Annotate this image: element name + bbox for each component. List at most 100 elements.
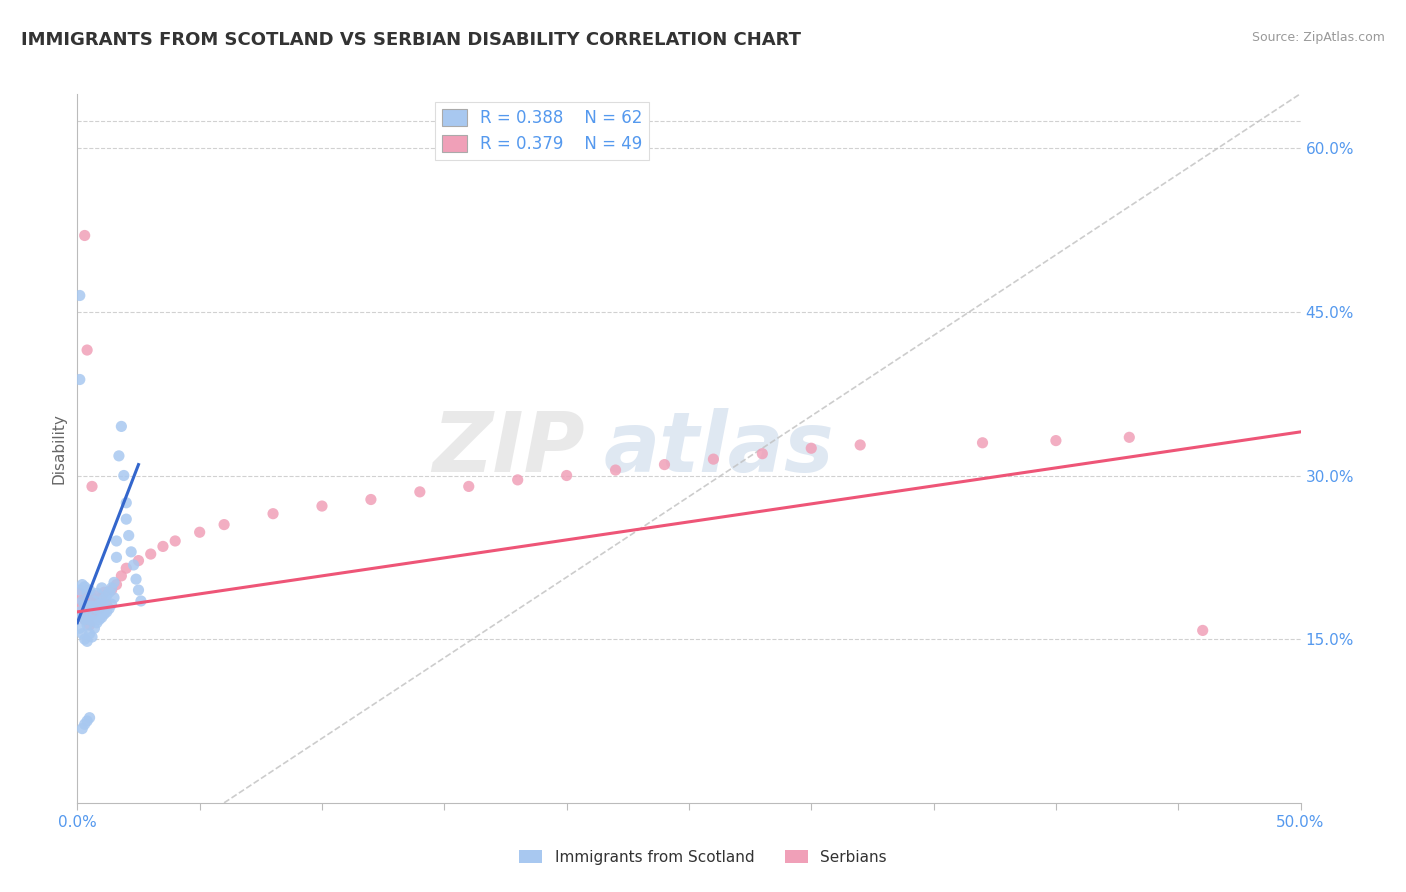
Point [110, 419, 132, 434]
Point [100, 581, 122, 595]
Point [103, 591, 125, 605]
Point [89, 597, 111, 611]
Point [76, 586, 98, 600]
Point [76, 714, 98, 728]
Point [605, 463, 627, 477]
Point [73, 228, 96, 243]
Point [70, 722, 93, 736]
Point [98, 585, 121, 599]
Point [79, 711, 101, 725]
Point [105, 577, 128, 591]
Point [73, 580, 96, 594]
Text: Source: ZipAtlas.com: Source: ZipAtlas.com [1251, 31, 1385, 45]
Point [409, 484, 432, 499]
Point [849, 438, 872, 452]
Point [79, 618, 101, 632]
Point [90, 596, 112, 610]
Point [96, 597, 118, 611]
Point [70, 577, 93, 591]
Point [105, 550, 128, 565]
Point [90, 581, 112, 595]
Point [120, 545, 142, 559]
Point [129, 594, 152, 608]
Point [69, 605, 91, 619]
Point [115, 512, 138, 526]
Point [73, 632, 96, 647]
Point [69, 288, 91, 302]
Point [1045, 434, 1067, 448]
Point [90, 610, 112, 624]
Point [188, 525, 211, 540]
Point [80, 599, 103, 614]
Point [122, 558, 145, 572]
Point [69, 621, 91, 635]
Point [115, 496, 138, 510]
Point [555, 468, 578, 483]
Point [115, 561, 138, 575]
Point [118, 528, 141, 542]
Point [212, 517, 235, 532]
Point [127, 553, 149, 567]
Point [83, 605, 105, 619]
Legend: R = 0.388    N = 62, R = 0.379    N = 49: R = 0.388 N = 62, R = 0.379 N = 49 [434, 102, 650, 160]
Point [80, 614, 103, 628]
Text: ZIP: ZIP [432, 408, 585, 489]
Point [1118, 430, 1140, 444]
Point [70, 594, 93, 608]
Text: atlas: atlas [603, 408, 834, 489]
Point [103, 575, 125, 590]
Point [69, 583, 91, 598]
Point [360, 492, 382, 507]
Point [125, 572, 148, 586]
Point [83, 608, 105, 623]
Point [80, 608, 103, 623]
Point [457, 479, 479, 493]
Point [83, 594, 105, 608]
Point [79, 599, 101, 614]
Point [127, 583, 149, 598]
Point [93, 591, 115, 606]
Point [100, 583, 122, 598]
Point [76, 608, 98, 623]
Point [108, 449, 131, 463]
Point [69, 586, 91, 600]
Point [76, 591, 98, 605]
Point [70, 594, 93, 608]
Point [311, 499, 333, 513]
Point [86, 601, 108, 615]
Point [105, 533, 128, 548]
Point [89, 613, 111, 627]
Point [76, 618, 98, 632]
Point [79, 613, 101, 627]
Point [79, 583, 101, 598]
Point [86, 596, 108, 610]
Point [165, 533, 187, 548]
Point [152, 540, 174, 554]
Point [93, 585, 115, 599]
Point [110, 569, 132, 583]
Point [73, 597, 96, 611]
Point [139, 547, 162, 561]
Point [506, 473, 529, 487]
Point [93, 607, 115, 621]
Point [69, 372, 91, 386]
Point [76, 603, 98, 617]
Point [702, 452, 724, 467]
Point [76, 634, 98, 648]
Point [1191, 624, 1213, 638]
Point [80, 479, 103, 493]
Point [83, 589, 105, 603]
Point [70, 626, 93, 640]
Point [83, 621, 105, 635]
Point [80, 591, 103, 605]
Point [69, 601, 91, 615]
Point [98, 601, 121, 615]
Point [100, 597, 122, 611]
Point [86, 615, 108, 630]
Point [79, 626, 101, 640]
Point [96, 589, 118, 603]
Point [70, 610, 93, 624]
Point [800, 442, 823, 455]
Point [654, 458, 676, 472]
Point [262, 507, 284, 521]
